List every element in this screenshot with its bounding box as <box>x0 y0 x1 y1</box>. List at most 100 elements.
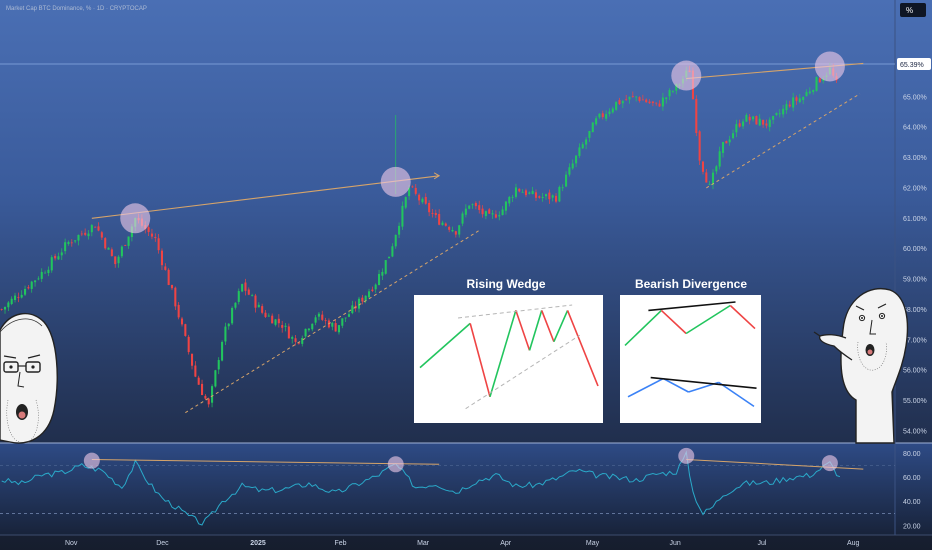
candle-body <box>37 278 40 280</box>
candle <box>40 268 43 283</box>
candle-body <box>568 167 571 175</box>
candle-body <box>384 260 387 274</box>
candle-body <box>381 271 384 276</box>
candle-body <box>661 97 664 107</box>
candle-body <box>217 360 220 370</box>
candle-body <box>448 226 451 230</box>
candle-body <box>424 196 427 204</box>
candle-body <box>281 325 284 328</box>
candle <box>474 201 477 210</box>
overlays-group <box>91 51 864 414</box>
candle-body <box>605 114 608 119</box>
candle-body <box>160 250 164 266</box>
candle <box>214 369 217 388</box>
candle <box>762 119 765 128</box>
candle <box>695 95 698 137</box>
candle-body <box>254 295 257 308</box>
rsi-highlight-circle <box>678 447 695 464</box>
candle-body <box>174 287 177 307</box>
candle-body <box>808 91 811 94</box>
price-tick-label: 63.00% <box>903 155 927 162</box>
candle <box>301 335 304 347</box>
candle <box>67 240 70 246</box>
candle-body <box>581 144 584 149</box>
candle-body <box>197 377 200 385</box>
candle-body <box>301 338 304 344</box>
candle-body <box>705 172 708 183</box>
candle <box>615 101 618 111</box>
candle <box>371 286 374 293</box>
candle-body <box>211 386 214 403</box>
candle-body <box>80 233 83 235</box>
rising-wedge-panel <box>414 295 603 423</box>
rsi-highlight-circle <box>83 452 100 469</box>
candle <box>147 224 150 237</box>
candle-body <box>277 318 280 324</box>
candle <box>90 223 93 237</box>
candle <box>401 201 404 230</box>
candle <box>321 310 324 322</box>
candle-body <box>13 295 17 301</box>
candle-body <box>668 90 671 97</box>
recent-support-trendline <box>706 93 861 189</box>
highlight-circle <box>814 51 845 82</box>
candle-body <box>698 131 701 161</box>
chart-title: Market Cap BTC Dominance, % · 1D · CRYPT… <box>6 6 147 12</box>
candle <box>37 276 40 281</box>
wedge-price-segment <box>515 310 531 351</box>
candle-body <box>798 98 801 103</box>
candle <box>498 211 501 221</box>
candle-body <box>792 97 795 108</box>
candle-body <box>127 236 130 246</box>
candle <box>698 130 701 165</box>
price-tick-label: 56.00% <box>903 368 927 375</box>
candle <box>434 209 437 218</box>
candle <box>555 193 558 204</box>
candle <box>87 230 90 240</box>
candle-body <box>331 322 334 327</box>
candle <box>398 222 401 239</box>
candle-body <box>237 291 240 302</box>
candle-body <box>167 269 170 285</box>
unit-button[interactable] <box>900 3 926 17</box>
candle <box>7 301 10 312</box>
candle-body <box>94 226 97 228</box>
candle <box>481 205 484 218</box>
candle <box>818 76 821 83</box>
time-axis[interactable]: Nov Dec 2025 Feb Mar Apr May Jun Jul Aug <box>65 540 860 547</box>
candle <box>735 119 738 137</box>
candle <box>47 266 50 277</box>
candle <box>414 184 417 196</box>
candle <box>812 89 815 95</box>
candle-body <box>154 236 157 239</box>
candle-body <box>297 342 300 344</box>
candle <box>454 230 457 238</box>
price-tick-label: 64.00% <box>903 125 927 132</box>
candle <box>411 185 414 189</box>
rsi-line <box>1 450 841 526</box>
candle <box>114 256 117 268</box>
candle-body <box>701 161 705 172</box>
candle <box>384 259 387 275</box>
candle-body <box>17 297 20 299</box>
candle-body <box>464 208 467 215</box>
candle <box>758 114 761 127</box>
candle <box>341 318 344 329</box>
candle-body <box>84 232 87 235</box>
candle <box>378 269 381 286</box>
candle-body <box>531 190 534 194</box>
candle-body <box>7 302 10 308</box>
candle-body <box>104 238 107 249</box>
candle-body <box>578 147 581 156</box>
candle-body <box>461 213 464 224</box>
candle-body <box>30 281 33 289</box>
candle-body <box>117 256 120 264</box>
candle <box>13 292 17 303</box>
candle <box>628 96 631 104</box>
candle <box>558 185 561 203</box>
time-tick-label: Dec <box>156 540 169 547</box>
time-tick-label: Jun <box>669 540 680 547</box>
candle <box>802 96 805 105</box>
candle <box>64 238 67 255</box>
